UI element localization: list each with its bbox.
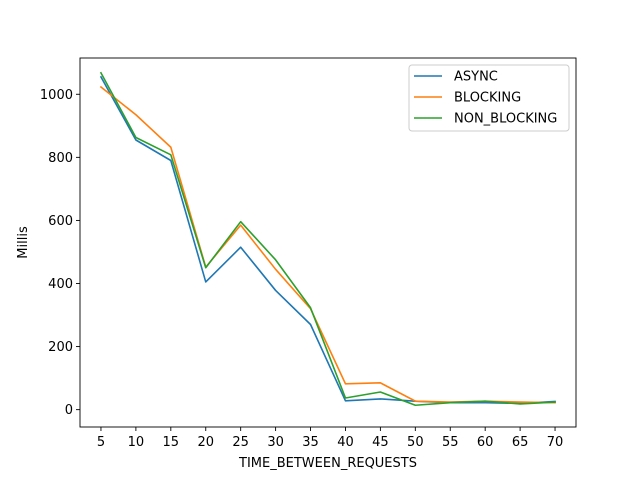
ticks-layer: 5 10 15 20 25 30 35 40 45 50 55 60 65 70 0 200 400 600 800… [40,88,563,450]
y-tick-label: 0 [65,403,73,418]
y-tick-label: 400 [48,277,73,292]
x-tick-label: 25 [232,435,249,450]
y-tick-label: 800 [48,151,73,166]
x-tick-label: 35 [302,435,319,450]
x-tick-label: 40 [337,435,354,450]
series-line-blocking [99,85,556,404]
legend-entry-label: BLOCKING [454,91,521,106]
x-tick-label: 65 [512,435,529,450]
series-line-non-blocking [99,71,556,407]
legend-frame [408,64,570,132]
x-tick-label: 20 [197,435,214,450]
plot-area-frame [79,57,577,428]
x-tick-label: 55 [442,435,459,450]
y-tick-label: 200 [48,340,73,355]
legend: ASYNC BLOCKING NON_BLOCKING [408,64,570,132]
x-tick-label: 70 [547,435,564,450]
x-tick-label: 45 [372,435,389,450]
x-tick-label: 50 [407,435,424,450]
y-tick-label: 1000 [40,88,73,103]
x-tick-label: 60 [477,435,494,450]
x-tick-label: 30 [267,435,284,450]
legend-entry-label: NON_BLOCKING [454,112,557,127]
series-line-async [99,75,556,405]
x-tick-label: 10 [128,435,145,450]
x-tick-label: 5 [97,435,105,450]
legend-entry-label: ASYNC [454,70,498,85]
y-axis-label: Millis [16,226,31,259]
series-lines [99,71,556,407]
x-tick-label: 15 [163,435,180,450]
y-tick-label: 600 [48,214,73,229]
x-axis-label: TIME_BETWEEN_REQUESTS [238,456,417,471]
